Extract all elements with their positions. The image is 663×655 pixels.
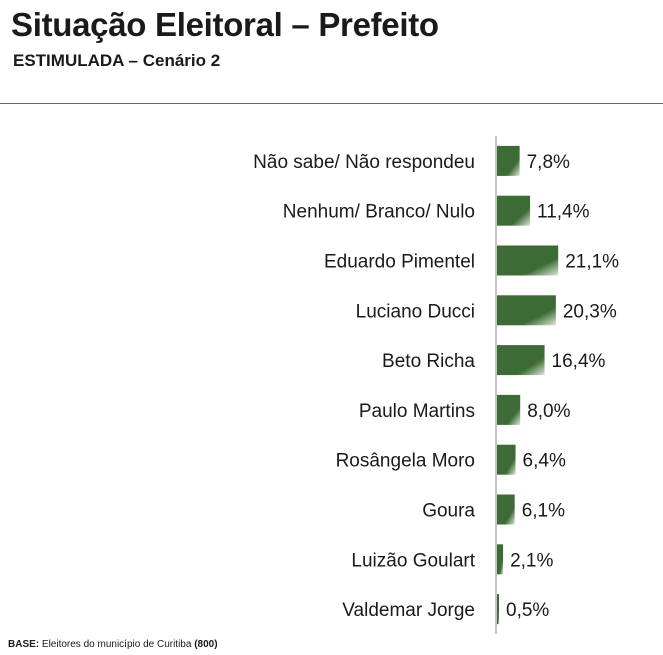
category-label: Rosângela Moro	[336, 451, 475, 472]
category-label: Paulo Martins	[359, 401, 475, 422]
value-label: 21,1%	[565, 252, 619, 273]
bar	[497, 195, 531, 226]
bar	[497, 544, 504, 575]
value-label: 8,0%	[527, 401, 570, 422]
bar	[497, 245, 559, 276]
category-label: Eduardo Pimentel	[324, 252, 475, 273]
value-label: 0,5%	[506, 600, 549, 621]
chart-subtitle: ESTIMULADA – Cenário 2	[13, 51, 221, 70]
header-divider	[0, 103, 663, 104]
category-label: Não sabe/ Não respondeu	[253, 152, 475, 173]
value-label: 20,3%	[563, 301, 617, 322]
category-label: Luizão Goulart	[351, 550, 475, 571]
chart-title: Situação Eleitoral – Prefeito	[11, 6, 439, 43]
value-label: 6,1%	[522, 501, 565, 522]
base-text: Eleitores do município de Curitiba	[39, 639, 195, 650]
bar	[497, 394, 521, 425]
base-label: BASE:	[8, 639, 40, 650]
bar	[497, 494, 515, 525]
category-label: Goura	[422, 501, 475, 522]
base-footnote: BASE: Eleitores do município de Curitiba…	[8, 639, 218, 650]
value-label: 16,4%	[552, 351, 606, 372]
bar	[497, 444, 516, 475]
bar	[497, 295, 556, 326]
value-label: 2,1%	[510, 550, 553, 571]
category-label: Luciano Ducci	[356, 301, 475, 322]
bar	[497, 145, 520, 176]
bar	[497, 594, 499, 625]
value-label: 11,4%	[537, 202, 590, 223]
base-count: (800)	[194, 639, 218, 650]
category-label: Valdemar Jorge	[342, 600, 475, 621]
category-label: Nenhum/ Branco/ Nulo	[283, 202, 475, 223]
category-label: Beto Richa	[382, 351, 475, 372]
bar	[497, 345, 545, 376]
value-label: 7,8%	[527, 152, 570, 173]
value-label: 6,4%	[523, 451, 566, 472]
